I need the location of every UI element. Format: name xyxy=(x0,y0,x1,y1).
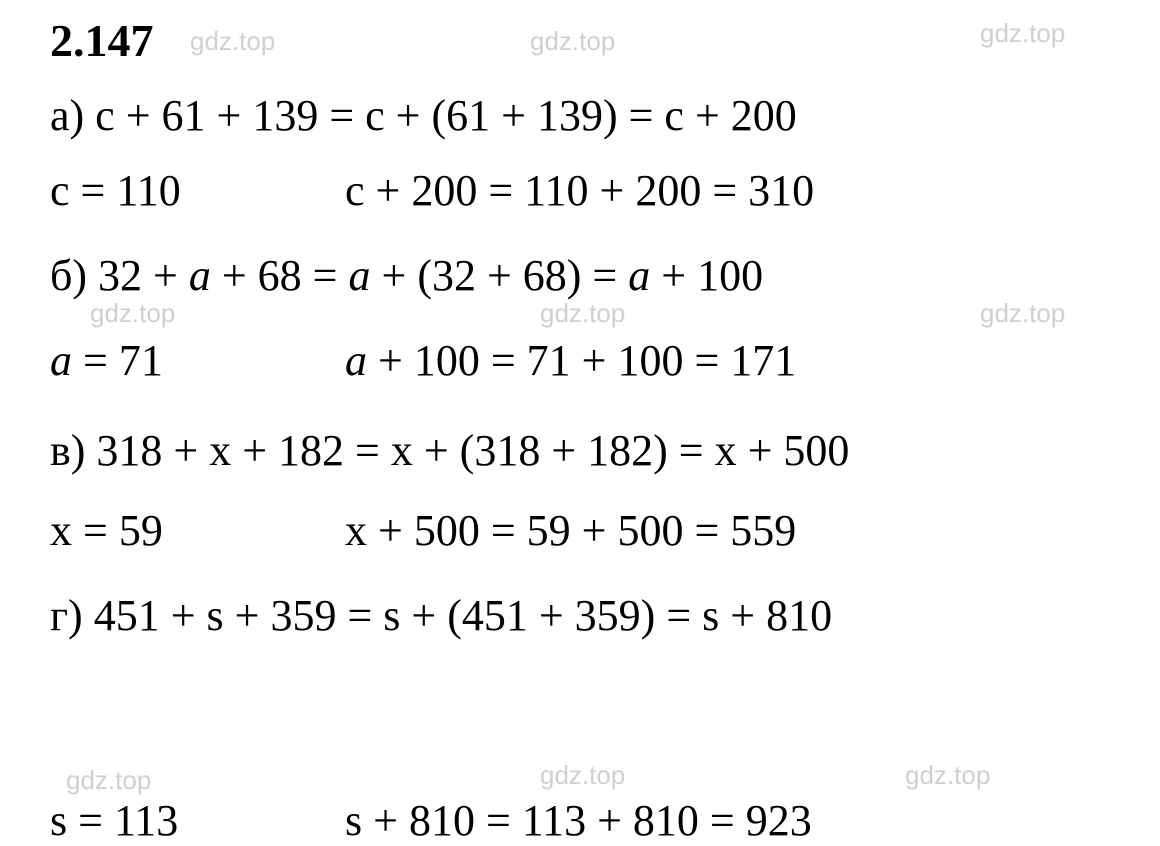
eq-b-mid1: + 68 = xyxy=(211,251,349,300)
watermark: gdz.top xyxy=(540,298,625,329)
eq-b-var3: a xyxy=(628,251,650,300)
value-v-left: х = 59 xyxy=(50,505,163,556)
equation-a: а) с + 61 + 139 = с + (61 + 139) = с + 2… xyxy=(50,90,797,141)
eq-b-var1: a xyxy=(189,251,211,300)
val-b-right-mid: + 100 = 71 + 100 = 171 xyxy=(367,336,796,385)
watermark: gdz.top xyxy=(980,298,1065,329)
value-a-left: с = 110 xyxy=(50,165,181,216)
value-g-left: s = 113 xyxy=(50,795,178,846)
equation-v: в) 318 + х + 182 = х + (318 + 182) = х +… xyxy=(50,425,849,476)
watermark: gdz.top xyxy=(980,18,1065,49)
value-a-right: с + 200 = 110 + 200 = 310 xyxy=(345,165,814,216)
value-v-right: х + 500 = 59 + 500 = 559 xyxy=(345,505,796,556)
eq-b-suffix: + 100 xyxy=(650,251,763,300)
val-b-var: a xyxy=(50,336,72,385)
equation-b: б) 32 + a + 68 = a + (32 + 68) = a + 100 xyxy=(50,250,763,301)
problem-number: 2.147 xyxy=(50,14,154,67)
equation-g: г) 451 + s + 359 = s + (451 + 359) = s +… xyxy=(50,590,832,641)
value-b-left: a = 71 xyxy=(50,335,163,386)
value-b-right: a + 100 = 71 + 100 = 171 xyxy=(345,335,796,386)
watermark: gdz.top xyxy=(905,760,990,791)
watermark: gdz.top xyxy=(540,760,625,791)
watermark: gdz.top xyxy=(66,765,151,796)
watermark: gdz.top xyxy=(190,26,275,57)
watermark: gdz.top xyxy=(530,26,615,57)
val-b-left-suffix: = 71 xyxy=(72,336,163,385)
watermark: gdz.top xyxy=(90,298,175,329)
val-b-right-var: a xyxy=(345,336,367,385)
eq-b-prefix: б) 32 + xyxy=(50,251,189,300)
eq-b-var2: a xyxy=(349,251,371,300)
eq-b-mid2: + (32 + 68) = xyxy=(371,251,629,300)
value-g-right: s + 810 = 113 + 810 = 923 xyxy=(345,795,812,846)
